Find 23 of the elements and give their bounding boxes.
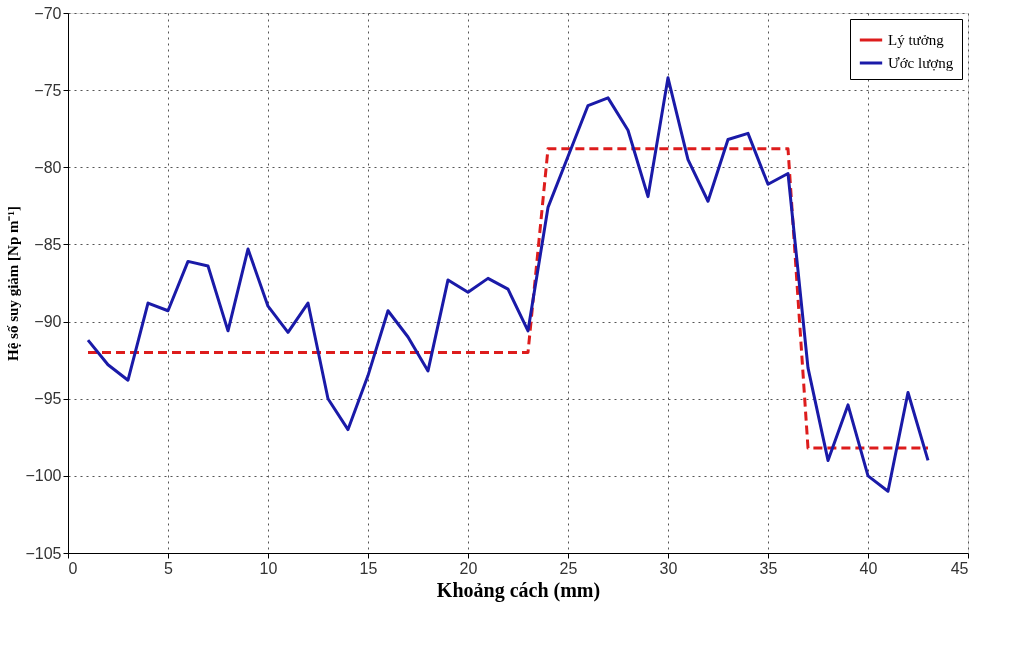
x-tick-label: 40 bbox=[859, 559, 878, 577]
legend-label: Ước lượng bbox=[888, 55, 954, 71]
x-axis-title: Khoảng cách (mm) bbox=[436, 578, 601, 602]
x-tick-label: 5 bbox=[164, 559, 174, 577]
x-tick-label: 35 bbox=[759, 559, 778, 577]
x-tick-label: 25 bbox=[559, 559, 578, 577]
y-tick-label: −105 bbox=[25, 544, 62, 562]
x-tick-label: 45 bbox=[950, 559, 969, 577]
line-series bbox=[86, 76, 930, 493]
y-tick-label: −90 bbox=[34, 313, 62, 331]
legend-label: Lý tưởng bbox=[888, 32, 945, 48]
x-tick-label: 0 bbox=[68, 559, 78, 577]
y-tick-label: −100 bbox=[25, 467, 62, 485]
y-tick-label: −75 bbox=[34, 81, 62, 99]
y-tick-label: −70 bbox=[34, 4, 62, 22]
y-tick-label: −95 bbox=[34, 390, 62, 408]
y-tick-label: −85 bbox=[34, 235, 62, 253]
x-tick-label: 15 bbox=[359, 559, 378, 577]
x-tick-label: 30 bbox=[659, 559, 678, 577]
x-tick-label: 10 bbox=[259, 559, 278, 577]
x-tick-label: 20 bbox=[459, 559, 478, 577]
y-axis-title: Hệ số suy giảm [Np m⁻¹] bbox=[5, 206, 22, 361]
y-tick-label: −80 bbox=[34, 158, 62, 176]
